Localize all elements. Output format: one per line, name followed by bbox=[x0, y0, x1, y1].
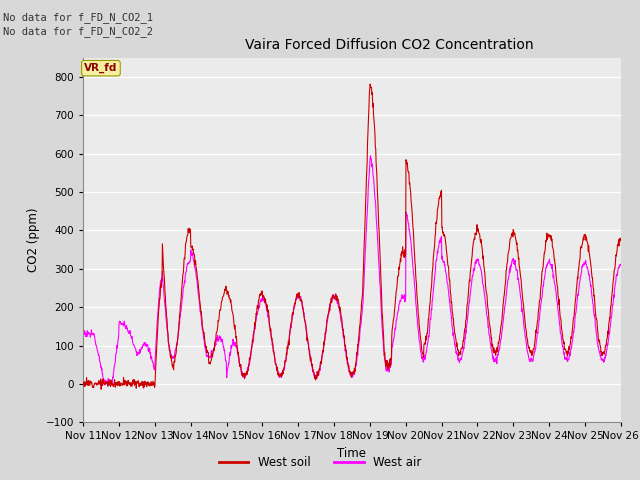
X-axis label: Time: Time bbox=[337, 447, 367, 460]
Legend: West soil, West air: West soil, West air bbox=[214, 452, 426, 474]
Title: Vaira Forced Diffusion CO2 Concentration: Vaira Forced Diffusion CO2 Concentration bbox=[245, 38, 534, 52]
Text: VR_fd: VR_fd bbox=[84, 63, 118, 73]
Text: No data for f_FD_N_CO2_2: No data for f_FD_N_CO2_2 bbox=[3, 26, 153, 37]
Y-axis label: CO2 (ppm): CO2 (ppm) bbox=[28, 208, 40, 272]
Text: No data for f_FD_N_CO2_1: No data for f_FD_N_CO2_1 bbox=[3, 12, 153, 23]
